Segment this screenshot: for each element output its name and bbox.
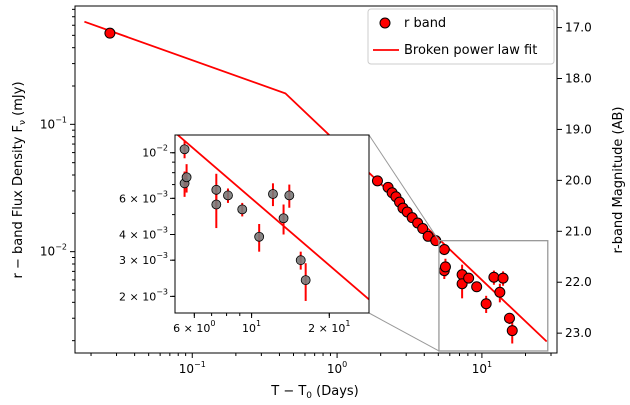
legend-label-points: r band — [404, 16, 446, 31]
legend: r band Broken power law fit — [367, 8, 555, 65]
inset-frame — [174, 134, 370, 314]
inset-data-point — [268, 189, 278, 199]
legend-box — [367, 8, 555, 65]
inset-data-point — [254, 231, 265, 242]
data-point — [371, 175, 383, 187]
zoom-connector — [368, 134, 440, 241]
y2-tick-label: 17.0 — [565, 21, 592, 35]
data-point — [480, 298, 492, 310]
zoom-connectors — [368, 134, 549, 352]
x-axis-label: T − T0 (Days) — [270, 384, 359, 401]
inset-y-tick-label: 6 × 10−3 — [119, 189, 168, 205]
fit-line — [84, 20, 548, 343]
data-point — [438, 243, 450, 255]
inset-data-point — [237, 204, 248, 215]
data-point — [497, 272, 509, 284]
inset-x-tick-label: 2 × 101 — [308, 319, 350, 335]
zoom-connector — [368, 312, 440, 352]
inset-x-tick-label: 101 — [242, 319, 261, 335]
data-point — [506, 325, 518, 337]
inset-plot: 6 × 100 101 2 × 101 10−2 6 × 10−3 4 × 10−3 3 ×… — [119, 134, 370, 335]
main-frame — [74, 5, 558, 354]
y-tick-label: 10−1 — [40, 115, 67, 131]
data-point — [471, 281, 483, 293]
x-tick-label: 100 — [327, 360, 347, 376]
y2-axis-label: r-band Magnitude (AB) — [611, 106, 626, 253]
x-tick-label: 10−1 — [179, 360, 206, 376]
inset-data-point — [211, 184, 222, 195]
y2-tick-label: 22.0 — [565, 275, 592, 289]
inset-x-tick-label: 6 × 100 — [173, 319, 215, 335]
legend-label-line: Broken power law fit — [404, 43, 537, 58]
data-point — [463, 272, 475, 284]
data-point — [494, 286, 506, 298]
main-plot — [84, 20, 548, 344]
y-tick-label: 10−2 — [40, 243, 67, 259]
axis-labels: T − T0 (Days) r − band Flux Density Fν (… — [11, 81, 626, 401]
main-axes: 10−1 100 101 10−1 10−2 17.0 18.0 19.0 20.0 21.0 22… — [40, 5, 592, 376]
data-point — [104, 27, 116, 39]
data-point — [503, 312, 515, 324]
y2-tick-label: 23.0 — [565, 326, 592, 340]
inset-y-tick-label: 10−2 — [142, 144, 168, 160]
y2-tick-label: 19.0 — [565, 122, 592, 136]
inset-data-point — [223, 190, 233, 201]
y2-tick-label: 18.0 — [565, 72, 592, 86]
x-tick-label: 101 — [472, 360, 492, 376]
inset-data-point — [295, 255, 306, 266]
y2-tick-label: 20.0 — [565, 173, 592, 187]
inset-y-tick-label: 2 × 10−3 — [119, 287, 168, 303]
data-point — [488, 271, 500, 283]
inset-data-point — [284, 190, 295, 201]
legend-marker-points — [379, 17, 391, 29]
inset-data-point — [181, 172, 192, 183]
data-point — [439, 261, 451, 273]
inset-data-point — [278, 213, 289, 224]
y-axis-label: r − band Flux Density Fν (mJy) — [11, 81, 28, 278]
y2-tick-label: 21.0 — [565, 224, 592, 238]
inset-fit-line — [176, 135, 369, 301]
inset-y-tick-label: 3 × 10−3 — [119, 251, 168, 267]
main-data-layer — [84, 20, 548, 344]
inset-data-layer — [176, 135, 369, 301]
inset-background — [175, 135, 369, 313]
zoom-region-box — [438, 240, 549, 352]
data-point — [417, 223, 429, 235]
inset-data-point — [179, 144, 190, 155]
inset-y-tick-label: 4 × 10−3 — [119, 226, 168, 242]
inset-data-point — [211, 199, 222, 210]
inset-data-point — [300, 275, 311, 286]
